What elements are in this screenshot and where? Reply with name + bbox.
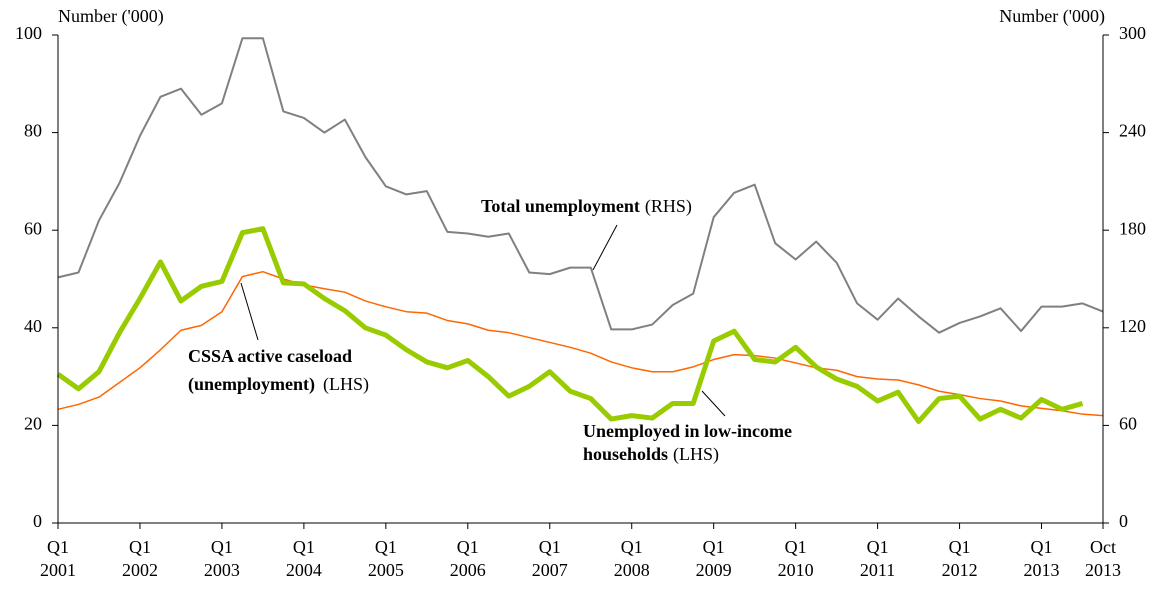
- y2-tick-label: 240: [1119, 121, 1146, 141]
- x-tick-label: Q1 2005: [367, 537, 404, 580]
- y-tick-label: 80: [24, 121, 42, 141]
- annotation: (unemployment) (LHS): [188, 374, 369, 395]
- x-tick-label: Q1 2003: [203, 537, 240, 580]
- y2-tick-label: 120: [1119, 316, 1146, 336]
- annotation-text: CSSA active caseload: [188, 346, 352, 366]
- x-tick-label: Oct 2013: [1085, 537, 1121, 580]
- series-line: [57, 270, 1104, 417]
- y-tick-label: 100: [15, 23, 42, 43]
- x-tick-label: Q1 2011: [859, 537, 896, 580]
- leader-line: [240, 282, 259, 341]
- annotation-text: (LHS): [323, 374, 369, 395]
- y-axis-label: Number ('000): [58, 6, 164, 27]
- y2-axis-label: Number ('000): [999, 6, 1105, 27]
- y-tick-label: 0: [33, 511, 42, 531]
- x-tick-label: Q1 2010: [777, 537, 814, 580]
- annotation-text: (LHS): [673, 444, 719, 465]
- annotation: households (LHS): [583, 444, 719, 465]
- x-tick-label: Q1 2001: [40, 537, 76, 580]
- y-tick-label: 40: [24, 316, 42, 336]
- annotation: Total unemployment (RHS): [481, 196, 692, 217]
- x-tick-label: Q1 2007: [531, 537, 568, 580]
- annotation-text: Total unemployment: [481, 196, 640, 216]
- x-tick-label: Q1 2013: [1023, 537, 1060, 580]
- annotation: CSSA active caseload: [188, 346, 352, 366]
- leader-line: [592, 224, 618, 271]
- x-tick-label: Q1 2012: [941, 537, 978, 580]
- y-tick-label: 60: [24, 218, 42, 238]
- y2-tick-label: 60: [1119, 414, 1137, 434]
- annotation: Unemployed in low-income: [583, 421, 792, 441]
- x-tick-label: Q1 2008: [613, 537, 650, 580]
- y2-tick-label: 0: [1119, 511, 1128, 531]
- annotation-text: Unemployed in low-income: [583, 421, 792, 441]
- annotation-text: households: [583, 444, 668, 464]
- series-line: [57, 37, 1104, 334]
- x-tick-label: Q1 2009: [695, 537, 732, 580]
- leader-line: [701, 390, 726, 417]
- y2-tick-label: 300: [1119, 23, 1146, 43]
- series-line: [56, 226, 1084, 424]
- x-tick-label: Q1 2002: [121, 537, 158, 580]
- y2-tick-label: 180: [1119, 218, 1146, 238]
- annotation-text: (unemployment): [188, 374, 315, 395]
- x-tick-label: Q1 2006: [449, 537, 486, 580]
- x-tick-label: Q1 2004: [285, 537, 322, 580]
- y-tick-label: 20: [24, 414, 42, 434]
- annotation-text: (RHS): [645, 196, 692, 217]
